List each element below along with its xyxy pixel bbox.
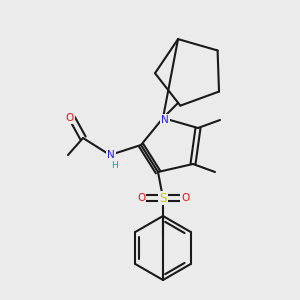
Text: N: N	[107, 150, 115, 160]
Text: H: H	[111, 161, 117, 170]
Text: O: O	[181, 193, 189, 203]
Text: S: S	[159, 191, 167, 205]
Text: O: O	[66, 113, 74, 123]
Text: O: O	[137, 193, 145, 203]
Text: N: N	[161, 115, 169, 125]
